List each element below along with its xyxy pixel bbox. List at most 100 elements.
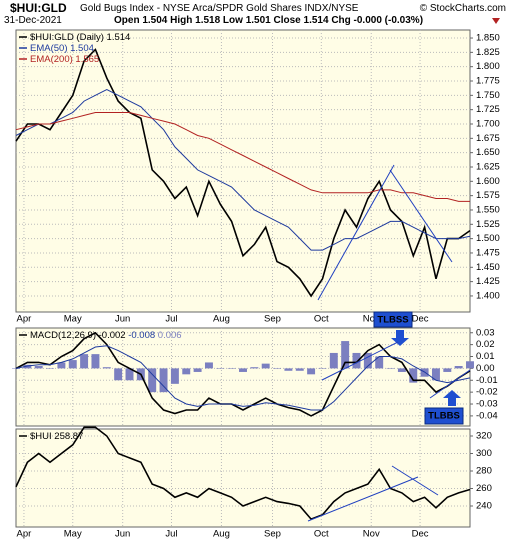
histogram-bar (114, 368, 123, 381)
y-tick-label: 1.775 (476, 76, 500, 87)
legend-name: MACD(12,26,9) (30, 330, 96, 341)
series-line (15, 89, 471, 251)
y-tick-label: -0.01 (476, 375, 498, 386)
histogram-bar (227, 368, 236, 369)
histogram-bar (397, 368, 406, 372)
x-tick-label: Oct (314, 314, 329, 325)
histogram-bar (193, 368, 202, 372)
legend-name: EMA(50) (30, 43, 67, 54)
x-tick-label: Nov (363, 529, 380, 540)
histogram-bar (23, 364, 32, 369)
y-tick-label: 320 (476, 431, 492, 442)
y-tick-label: 1.750 (476, 90, 500, 101)
y-tick-label: 1.475 (476, 247, 500, 258)
y-tick-label: -0.03 (476, 399, 498, 410)
x-tick-label: Dec (412, 529, 429, 540)
legend-entry: EMA(200) 1.565 (30, 54, 99, 65)
y-tick-label: 1.725 (476, 104, 500, 115)
x-tick-label: Sep (264, 314, 281, 325)
trend-line (307, 476, 419, 522)
y-tick-label: 1.525 (476, 219, 500, 230)
x-tick-label: Jul (165, 529, 177, 540)
date: 31-Dec-2021 (4, 15, 62, 26)
histogram-bar (284, 368, 293, 371)
y-tick-label: 260 (476, 483, 492, 494)
histogram-bar (250, 367, 259, 369)
y-tick-label: 280 (476, 466, 492, 477)
series-line (15, 426, 471, 521)
histogram-bar (170, 368, 179, 384)
y-tick-label: 1.850 (476, 33, 500, 44)
x-tick-label: Oct (314, 529, 329, 540)
y-tick-label: 300 (476, 448, 492, 459)
legend-value: 1.504 (70, 43, 94, 54)
histogram-bar (68, 360, 77, 369)
histogram-bar (148, 368, 157, 393)
histogram-bar (307, 368, 316, 375)
histogram-bar (431, 368, 440, 381)
series-line (15, 48, 471, 298)
y-tick-label: -0.04 (476, 410, 498, 421)
y-tick-label: 1.625 (476, 162, 500, 173)
annotation-box (373, 311, 413, 328)
y-tick-label: 1.425 (476, 276, 500, 287)
trend-line (321, 341, 399, 381)
annotation: TLBBS (428, 411, 460, 422)
histogram-bar (91, 354, 100, 369)
trend-line (391, 465, 439, 496)
plot-area (15, 29, 471, 313)
y-tick-label: 240 (476, 501, 492, 512)
legend-entry: EMA(50) 1.504 (30, 43, 94, 54)
annotation-arrow (391, 330, 409, 346)
legend-value: 1.565 (75, 54, 99, 65)
histogram-bar (454, 366, 463, 369)
histogram-bar (57, 362, 66, 369)
legend-name: $HUI:GLD (Daily) (30, 32, 104, 43)
y-tick-label: 1.500 (476, 233, 500, 244)
histogram-bar (125, 368, 134, 381)
legend-value: 258.87 (54, 431, 83, 442)
legend-entry: MACD(12,26,9) -0.002 -0.008 0.006 (30, 330, 182, 341)
y-tick-label: 1.825 (476, 47, 500, 58)
histogram-bar (341, 341, 350, 369)
x-tick-label: May (64, 529, 82, 540)
plot-area (15, 428, 471, 528)
x-tick-label: Dec (412, 314, 429, 325)
legend-entry: $HUI 258.87 (30, 431, 83, 442)
histogram-bar (159, 368, 168, 393)
legend-value: 1.514 (107, 32, 131, 43)
x-tick-label: Jul (165, 314, 177, 325)
legend-value: -0.002 (99, 330, 126, 341)
x-tick-label: Sep (264, 529, 281, 540)
y-tick-label: 1.675 (476, 133, 500, 144)
series-line (15, 331, 471, 417)
x-tick-label: Nov (363, 314, 380, 325)
x-tick-label: Aug (213, 529, 230, 540)
histogram-bar (80, 354, 89, 369)
histogram-bar (34, 366, 43, 369)
annotation-arrow (443, 390, 461, 406)
y-tick-label: 1.550 (476, 204, 500, 215)
legend-entry: $HUI:GLD (Daily) 1.514 (30, 32, 130, 43)
y-tick-label: 0.03 (476, 327, 495, 338)
x-tick-label: Aug (213, 314, 230, 325)
histogram-bar (239, 368, 247, 372)
histogram-bar (409, 368, 418, 383)
symbol: $HUI:GLD (10, 1, 67, 15)
histogram-bar (273, 368, 282, 369)
down-marker (492, 18, 500, 24)
histogram-bar (204, 362, 213, 369)
histogram-bar (329, 352, 338, 369)
trend-line (389, 169, 453, 263)
legend-value: -0.008 (128, 330, 155, 341)
quote: Open 1.504 High 1.518 Low 1.501 Close 1.… (114, 15, 424, 26)
y-tick-label: 0.01 (476, 351, 495, 362)
histogram-bar (102, 367, 111, 369)
trend-line (429, 369, 471, 399)
histogram-bar (375, 356, 384, 369)
histogram-bar (216, 368, 225, 369)
y-tick-label: 1.600 (476, 176, 500, 187)
series-line (15, 345, 471, 411)
